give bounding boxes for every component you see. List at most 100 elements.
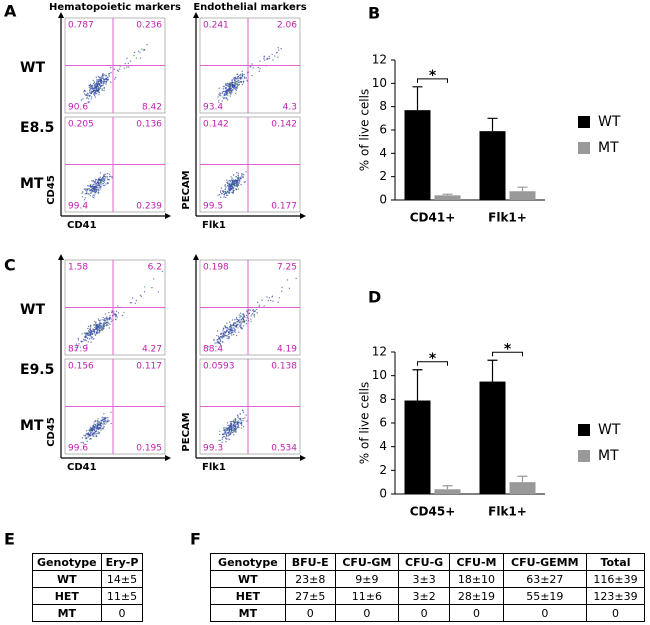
event-dot — [226, 428, 229, 430]
event-dot — [99, 330, 101, 332]
event-dot — [96, 78, 98, 81]
event-dot — [268, 57, 270, 60]
event-dot — [240, 421, 242, 423]
event-dot — [234, 77, 236, 79]
event-dot — [230, 87, 232, 90]
event-dot — [102, 420, 105, 423]
event-dot — [93, 331, 96, 333]
panel-letter: A — [4, 2, 17, 21]
event-dot — [219, 190, 222, 192]
event-dot — [224, 184, 227, 186]
event-dot — [96, 427, 98, 429]
table-cell: 18±10 — [449, 570, 504, 588]
table-row: MT 0 — [32, 604, 144, 622]
table-cell: CFU-M — [449, 553, 504, 571]
event-dot — [85, 333, 87, 336]
event-dot — [103, 86, 105, 89]
event-dot — [221, 91, 224, 93]
event-dot — [241, 317, 243, 320]
event-dot — [97, 325, 100, 328]
table-cell: 0 — [397, 604, 451, 622]
event-dot — [239, 323, 242, 325]
event-dot — [223, 426, 225, 428]
event-dot — [237, 426, 239, 429]
event-dot — [242, 316, 244, 318]
event-dot — [238, 421, 241, 423]
event-dot — [271, 53, 273, 56]
event-dot — [222, 332, 224, 334]
event-dot — [227, 432, 229, 434]
event-dot — [104, 173, 107, 175]
event-dot — [240, 176, 242, 178]
event-dot — [278, 49, 280, 51]
error-bar — [487, 117, 498, 132]
event-dot — [237, 321, 239, 323]
event-dot — [226, 179, 228, 181]
event-dot — [232, 184, 234, 186]
event-dot — [89, 183, 92, 186]
event-dot — [218, 101, 220, 103]
event-dot — [225, 90, 227, 92]
event-dot — [95, 182, 97, 185]
arrow-head — [193, 254, 199, 260]
genotype-label: WT — [20, 302, 45, 318]
event-dot — [87, 193, 89, 195]
event-dot — [277, 56, 279, 58]
event-dot — [92, 330, 95, 333]
event-dot — [245, 414, 247, 416]
event-dot — [243, 73, 245, 76]
event-dot — [239, 312, 242, 315]
event-dot — [272, 59, 274, 61]
event-dot — [95, 426, 97, 429]
event-dot — [235, 176, 237, 178]
event-dot — [250, 320, 252, 323]
event-dot — [110, 66, 112, 69]
event-dot — [231, 331, 233, 334]
event-dot — [90, 337, 92, 339]
event-dot — [85, 190, 88, 193]
event-dot — [97, 75, 99, 78]
event-dot — [222, 328, 225, 330]
event-dot — [228, 429, 230, 431]
event-dot — [224, 196, 227, 199]
event-dot — [89, 438, 91, 440]
event-dot — [229, 182, 231, 184]
event-dot — [251, 313, 253, 316]
event-dot — [242, 411, 245, 413]
table-row: WT 23±8 9±9 3±3 18±10 63±27 116±39 — [210, 570, 646, 588]
event-dot — [90, 186, 92, 188]
event-dot — [104, 325, 106, 327]
table-cell: HET — [210, 587, 286, 605]
event-dot — [226, 322, 228, 325]
event-dot — [93, 431, 96, 434]
event-dot — [100, 182, 102, 184]
event-dot — [245, 323, 248, 325]
event-dot — [107, 317, 109, 320]
event-dot — [102, 80, 104, 83]
event-dot — [107, 182, 109, 184]
event-dot — [94, 181, 96, 184]
event-dot — [229, 95, 232, 97]
event-dot — [231, 86, 233, 88]
event-dot — [105, 176, 107, 178]
quadrant-value: 1.58 — [68, 263, 88, 273]
event-dot — [243, 315, 246, 317]
event-dot — [89, 91, 91, 94]
event-dot — [230, 185, 233, 187]
event-dot — [226, 98, 229, 101]
event-dot — [108, 173, 111, 176]
event-dot — [237, 172, 240, 175]
event-dot — [79, 346, 82, 348]
event-dot — [263, 58, 265, 60]
event-dot — [228, 336, 230, 338]
event-dot — [228, 192, 230, 194]
event-dot — [105, 83, 107, 85]
event-dot — [84, 335, 86, 337]
event-dot — [105, 422, 107, 424]
event-dot — [225, 437, 227, 439]
x-tick-label: Flk1+ — [488, 505, 527, 519]
event-dot — [243, 77, 246, 79]
event-dot — [100, 319, 102, 321]
event-dot — [97, 419, 99, 422]
event-dot — [92, 183, 95, 186]
